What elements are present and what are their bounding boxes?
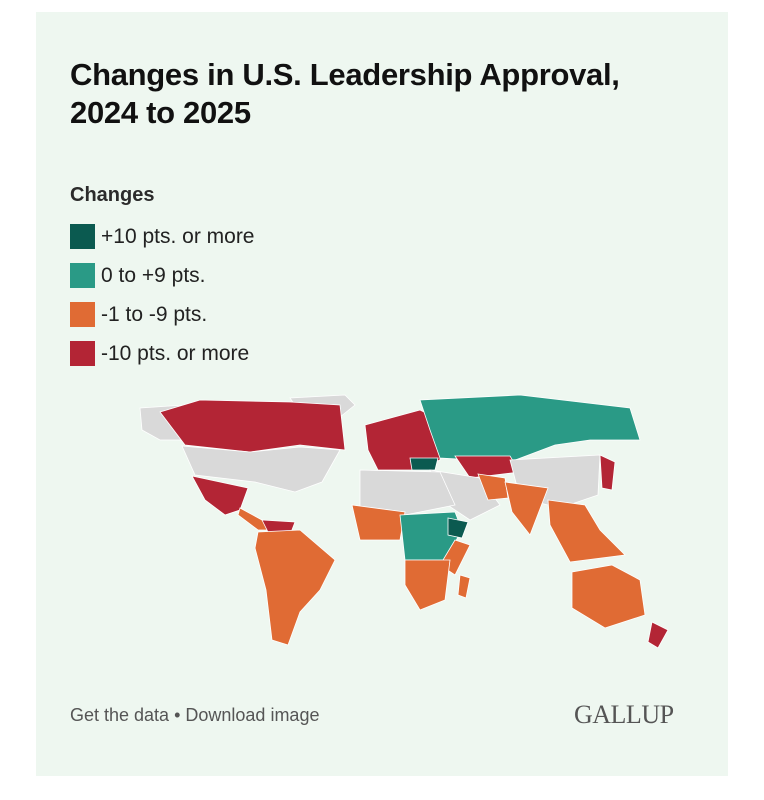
get-data-link[interactable]: Get the data <box>70 705 170 725</box>
region-usa <box>181 445 341 493</box>
legend-swatch <box>70 263 95 288</box>
region-india <box>504 481 549 536</box>
region-southern-africa <box>404 559 451 611</box>
legend-swatch <box>70 302 95 327</box>
region-central-america <box>237 507 271 531</box>
legend-title: Changes <box>70 184 155 206</box>
region-ethiopia <box>447 517 469 539</box>
download-image-link[interactable]: Download image <box>185 705 320 725</box>
separator: • <box>169 705 186 725</box>
region-russia <box>419 394 641 463</box>
legend-label: 0 to +9 pts. <box>101 263 206 287</box>
legend-label: -10 pts. or more <box>101 341 250 365</box>
legend-label: +10 pts. or more <box>101 224 255 248</box>
legend-item: -1 to -9 pts. <box>70 295 255 334</box>
region-central-asia <box>454 455 521 479</box>
region-australia <box>571 564 646 629</box>
region-madagascar <box>457 574 471 599</box>
region-north-africa <box>359 469 456 516</box>
legend-label: -1 to -9 pts. <box>101 302 208 326</box>
region-turkey <box>409 457 439 471</box>
region-japan <box>599 454 616 491</box>
region-south-america <box>254 529 336 646</box>
legend-item: 0 to +9 pts. <box>70 256 255 295</box>
legend-swatch <box>70 224 95 249</box>
region-new-zealand <box>647 621 669 649</box>
region-iran <box>477 473 509 501</box>
region-west-africa <box>351 504 406 541</box>
legend-item: +10 pts. or more <box>70 217 255 256</box>
region-mexico <box>191 475 249 516</box>
chart-card: Changes in U.S. Leadership Approval, 202… <box>36 12 728 776</box>
chart-title: Changes in U.S. Leadership Approval, 202… <box>70 57 620 130</box>
footer-links: Get the data • Download image <box>70 705 319 726</box>
gallup-logo: GALLUP <box>574 700 674 729</box>
legend-item: -10 pts. or more <box>70 334 255 373</box>
world-map <box>139 394 669 649</box>
region-se-asia <box>547 499 626 563</box>
region-canada <box>159 399 346 453</box>
legend-swatch <box>70 341 95 366</box>
legend: +10 pts. or more 0 to +9 pts. -1 to -9 p… <box>70 217 255 373</box>
